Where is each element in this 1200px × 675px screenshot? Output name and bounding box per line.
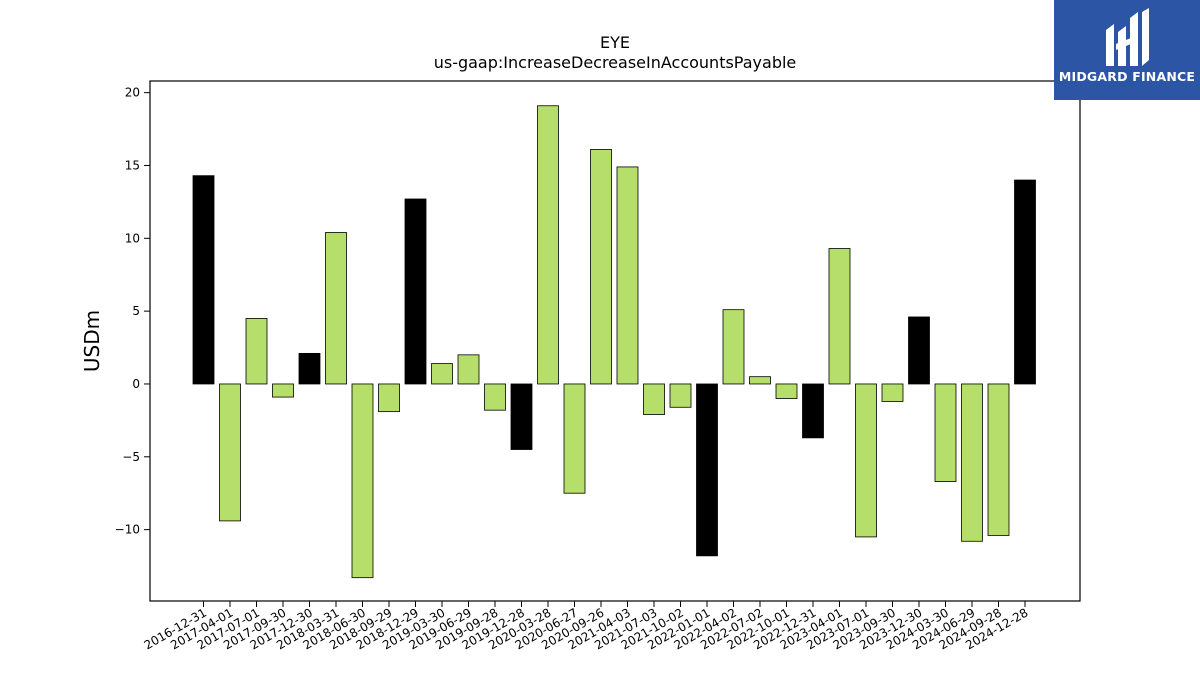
y-tick-label: −10	[115, 523, 140, 537]
y-tick-label: 5	[132, 304, 140, 318]
bar	[908, 316, 930, 385]
midgard-logo-icon	[1106, 8, 1149, 66]
bar	[722, 309, 745, 385]
bar	[537, 105, 559, 385]
bar	[378, 383, 400, 413]
bar	[669, 383, 692, 408]
logo: MIDGARD FINANCE	[1054, 0, 1200, 100]
bar	[616, 166, 639, 385]
plot-frame	[149, 80, 1081, 602]
y-tick-label: 20	[125, 86, 140, 100]
bar	[510, 383, 533, 450]
bar	[934, 383, 957, 482]
bar	[643, 383, 665, 415]
bar	[590, 149, 612, 385]
bar	[431, 363, 453, 385]
bar	[245, 318, 268, 385]
bar	[351, 383, 374, 579]
logo-text: MIDGARD FINANCE	[1058, 69, 1196, 84]
bar	[987, 383, 1010, 536]
bar	[775, 383, 798, 399]
bar	[457, 354, 480, 385]
bar	[828, 248, 851, 385]
bar	[192, 175, 215, 385]
bar	[696, 383, 718, 557]
bar	[272, 383, 294, 398]
y-tick-label: −5	[122, 450, 140, 464]
bar	[404, 198, 427, 385]
plot-area: −10−5051015202016-12-312017-04-012017-07…	[115, 80, 1081, 652]
chart-title: EYE	[600, 33, 630, 52]
y-axis-label: USDm	[80, 310, 104, 372]
y-tick-label: 15	[125, 158, 140, 172]
bar	[563, 383, 586, 494]
y-tick-label: 0	[132, 377, 140, 391]
bar	[484, 383, 506, 411]
y-tick-label: 10	[125, 231, 140, 245]
bar	[1014, 179, 1036, 385]
bar	[802, 383, 824, 439]
bar	[749, 376, 771, 385]
bar	[881, 383, 904, 402]
bar	[961, 383, 983, 542]
bar	[219, 383, 241, 522]
chart-subtitle: us-gaap:IncreaseDecreaseInAccountsPayabl…	[434, 53, 797, 72]
bar	[298, 352, 321, 385]
bar	[855, 383, 877, 538]
bar	[325, 232, 347, 385]
